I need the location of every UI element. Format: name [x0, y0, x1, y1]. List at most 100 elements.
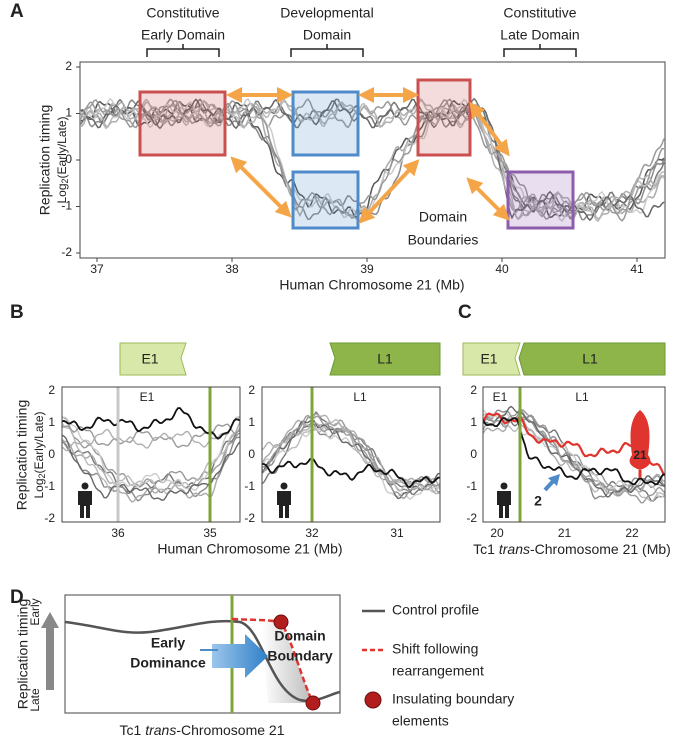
label-part: (Early/Late)	[32, 411, 46, 473]
y-tick-label: 1	[248, 415, 255, 429]
segment-label: E1	[480, 351, 497, 367]
axis-label: Early	[28, 598, 42, 625]
label-part: Log	[32, 479, 46, 499]
boundary-element	[273, 614, 289, 630]
annotation: Early	[151, 635, 185, 651]
boundary-arrow	[466, 177, 510, 221]
plot-label: L1	[575, 390, 589, 404]
plot-label: E1	[140, 390, 155, 404]
y-tick-label: -1	[244, 479, 255, 493]
annotation: Domain	[419, 209, 467, 225]
y-tick-label: 1	[65, 106, 72, 120]
y-tick-label: 2	[65, 59, 72, 73]
y-tick-label: 2	[470, 383, 477, 397]
arrow-label: 2	[534, 493, 542, 509]
y-tick-label: -2	[244, 511, 255, 525]
x-axis-title: Human Chromosome 21 (Mb)	[279, 277, 464, 293]
x-tick-label: 21	[558, 526, 572, 540]
label-part: 2	[37, 473, 47, 478]
domain-box	[291, 170, 360, 230]
x-tick-label: 37	[90, 262, 104, 276]
label-part: trans	[145, 722, 176, 738]
chromosome-label: 21	[633, 448, 647, 462]
person-icon	[81, 482, 89, 490]
y-tick-label: 2	[248, 383, 255, 397]
profile-line	[80, 98, 665, 222]
segment-label: E1	[141, 351, 158, 367]
shade	[262, 622, 313, 703]
bracket	[146, 44, 220, 57]
bracket	[290, 44, 364, 57]
boundary-arrow	[469, 101, 510, 157]
plot-frame	[482, 386, 666, 523]
annotation: Boundary	[267, 648, 333, 664]
y-tick-label: 2	[48, 383, 55, 397]
y-tick-label: -1	[44, 479, 55, 493]
legend-label: Insulating boundary	[392, 691, 514, 707]
label-part: trans	[499, 541, 530, 557]
pointer-arrow	[548, 474, 560, 486]
x-tick-label: 41	[630, 262, 644, 276]
segment-e1	[462, 342, 521, 376]
legend-label: elements	[392, 713, 449, 729]
x-tick-label: 35	[203, 526, 217, 540]
person-icon	[500, 482, 508, 490]
segment-label: L1	[582, 351, 598, 367]
person-icon	[78, 491, 92, 518]
profile-line	[262, 414, 440, 500]
boundary-arrow	[358, 159, 420, 224]
plot-label: E1	[493, 390, 508, 404]
x-tick-label: 20	[490, 526, 504, 540]
x-tick-label: 38	[225, 262, 239, 276]
annotation: Boundaries	[408, 232, 479, 248]
axis-arrow	[41, 612, 59, 690]
plot-frame	[61, 386, 241, 523]
legend-label: rearrangement	[392, 663, 484, 679]
profile-line	[483, 416, 665, 486]
label-part: -Chromosome 21	[176, 722, 284, 738]
bracket	[503, 44, 577, 57]
label-part: (Early/Late)	[55, 116, 69, 178]
y-tick-label: -2	[61, 245, 72, 259]
y-tick-label: 0	[48, 447, 55, 461]
person-icon	[497, 491, 511, 518]
label-part: Log	[55, 184, 69, 204]
label: A	[10, 1, 24, 22]
domain-box	[416, 78, 472, 157]
person-icon	[280, 482, 288, 490]
domain-box	[291, 90, 360, 157]
label-part: -Chromosome 21 (Mb)	[530, 541, 671, 557]
y-tick-label: 0	[248, 447, 255, 461]
dominance-arrow	[212, 634, 268, 678]
profile-line	[262, 419, 440, 500]
diagram-frame	[64, 594, 341, 714]
label: B	[10, 302, 24, 323]
plot-label: L1	[353, 390, 367, 404]
y-tick-label: 0	[65, 152, 72, 166]
x-axis-title: Tc1 trans-Chromosome 21 (Mb)	[473, 541, 671, 557]
y-tick-label: 1	[48, 415, 55, 429]
x-tick-label: 22	[625, 526, 639, 540]
segment-l1	[329, 342, 441, 376]
profile-line	[80, 98, 664, 222]
label: C	[458, 302, 472, 323]
domain-title: Developmental	[280, 5, 373, 21]
y-axis-title: Replication timing	[15, 599, 31, 710]
y-tick-label: -1	[466, 479, 477, 493]
y-tick-label: 1	[470, 415, 477, 429]
domain-box	[506, 170, 575, 230]
x-tick-label: 39	[360, 262, 374, 276]
boundary-element	[305, 695, 321, 711]
y-tick-label: -2	[44, 511, 55, 525]
domain-title: Early Domain	[141, 27, 225, 43]
domain-title: Late Domain	[500, 27, 579, 43]
segment-label: L1	[377, 351, 393, 367]
profile-line	[262, 415, 440, 493]
axis-label: Late	[28, 688, 42, 712]
chromosome-icon	[629, 410, 651, 470]
y-axis-subtitle: Log2(Early/Late)	[55, 116, 70, 203]
domain-title: Constitutive	[503, 5, 576, 21]
profile-line	[62, 407, 240, 440]
y-axis-subtitle: Log2(Early/Late)	[32, 411, 47, 498]
